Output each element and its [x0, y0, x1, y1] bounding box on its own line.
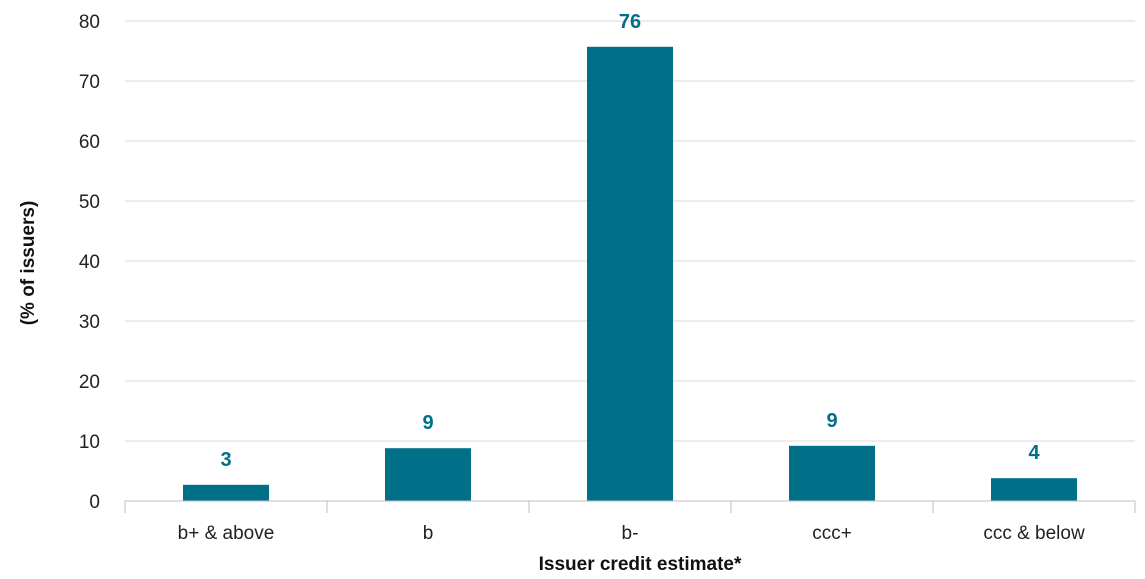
- bar-data-label: 4: [1028, 442, 1040, 464]
- bar: [991, 478, 1077, 501]
- data-labels: 3 9 76 9 4: [220, 11, 1040, 471]
- bar: [587, 46, 673, 502]
- x-category-label: b+ & above: [178, 523, 275, 544]
- y-tick-label: 30: [79, 312, 100, 333]
- bar: [789, 445, 875, 501]
- y-tick-label: 50: [79, 192, 100, 213]
- bar-data-label: 9: [422, 412, 433, 434]
- bar-data-label: 9: [826, 410, 837, 432]
- x-category-label: b: [423, 523, 434, 544]
- bar-data-label: 3: [220, 449, 231, 471]
- bar-data-label: 76: [619, 11, 641, 33]
- bar: [183, 484, 269, 501]
- y-axis-tick-labels: 0 10 20 30 40 50 60 70 80: [79, 12, 100, 513]
- x-category-label: ccc+: [812, 523, 852, 544]
- y-tick-label: 70: [79, 72, 100, 93]
- bar: [385, 448, 471, 501]
- x-axis-title: Issuer credit estimate*: [539, 554, 742, 575]
- y-tick-label: 60: [79, 132, 100, 153]
- x-category-label: ccc & below: [983, 523, 1085, 544]
- y-tick-label: 40: [79, 252, 100, 273]
- y-tick-label: 10: [79, 432, 100, 453]
- x-category-label: b-: [622, 523, 639, 544]
- y-axis-title: (% of issuers): [18, 201, 39, 326]
- y-tick-label: 20: [79, 372, 100, 393]
- x-axis: b+ & above b b-ccc+ ccc & below: [124, 500, 1136, 544]
- bars: [183, 46, 1077, 502]
- y-tick-label: 80: [79, 12, 100, 33]
- y-tick-label: 0: [89, 492, 100, 513]
